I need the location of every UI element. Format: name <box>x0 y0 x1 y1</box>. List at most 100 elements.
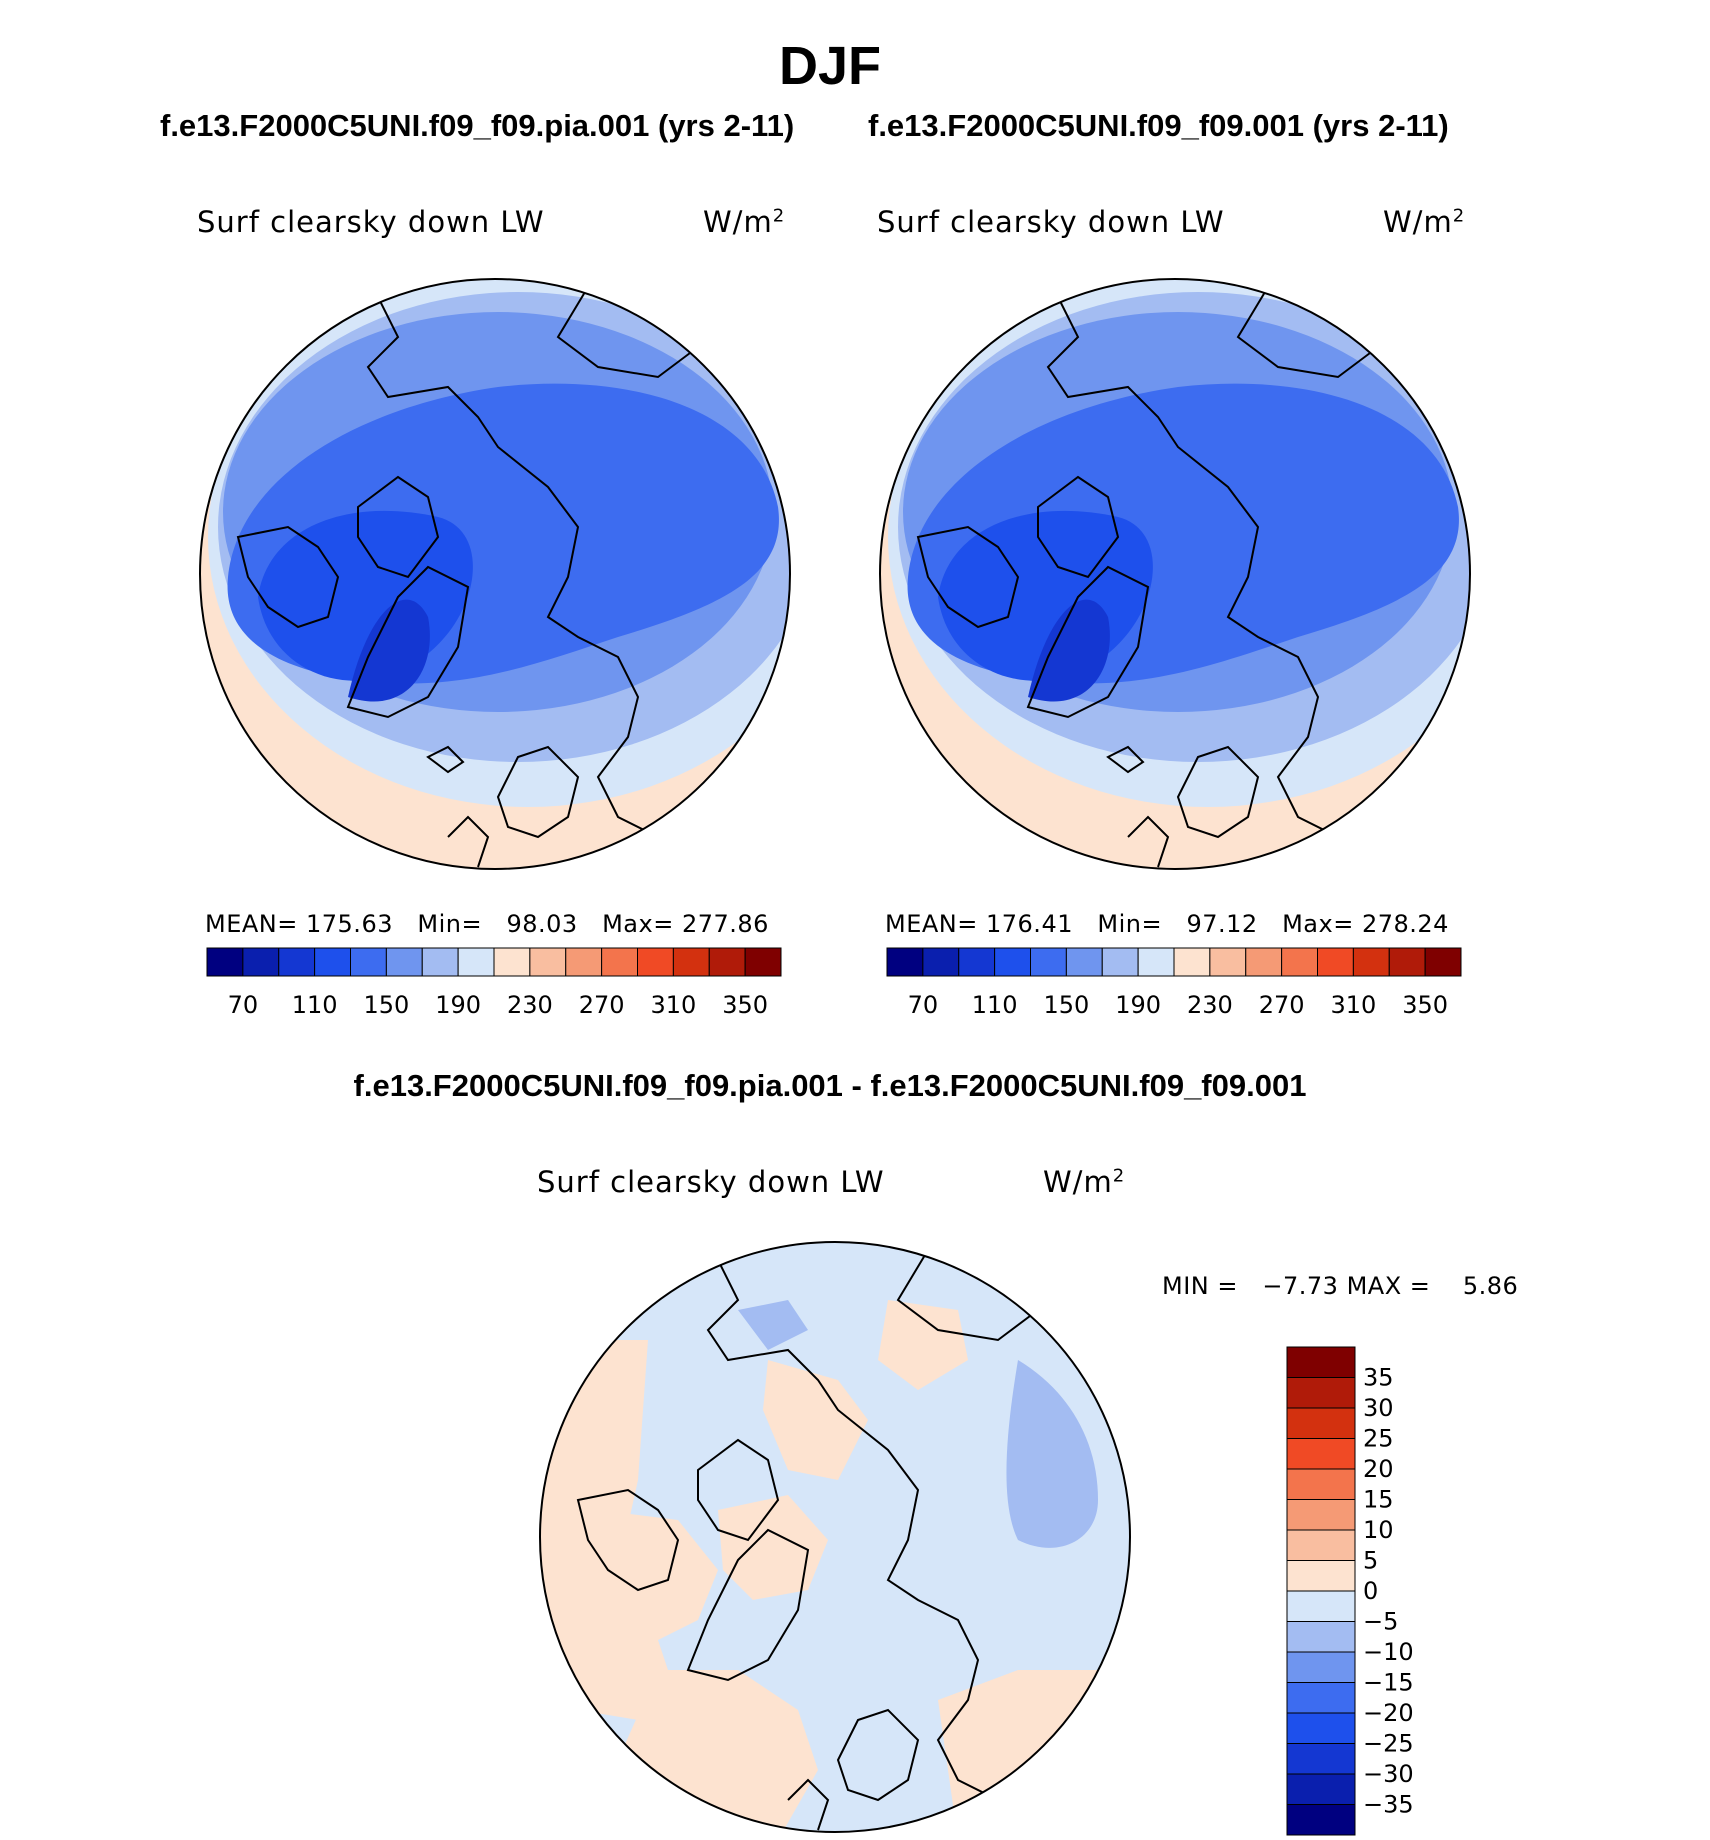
panel-2-colorbar-swatch <box>1209 947 1247 977</box>
panel-3-title: f.e13.F2000C5UNI.f09_f09.pia.001 - f.e13… <box>353 1068 1307 1103</box>
panel-3-stats: MIN = −7.73 MAX = 5.86 <box>1162 1272 1519 1300</box>
panel-1-colorbar-swatch <box>385 947 423 977</box>
panel-2-stats: MEAN= 176.41 Min= 97.12 Max= 278.24 <box>885 910 1449 938</box>
panel-3-colorbar-swatch <box>1286 1346 1356 1378</box>
panel-2-colorbar-swatch <box>1065 947 1103 977</box>
panel-3-colorbar-tick-label: −30 <box>1363 1760 1414 1788</box>
panel-1-colorbar-tick-label: 150 <box>363 991 409 1019</box>
panel-2-colorbar-swatch <box>1245 947 1283 977</box>
panel-1-colorbar-tick-label: 270 <box>579 991 625 1019</box>
panel-1-colorbar-tick-label: 310 <box>650 991 696 1019</box>
panel-3-coastlines <box>576 1249 1039 1831</box>
panel-3-colorbar-tick-label: −20 <box>1363 1699 1414 1727</box>
panel-1-colorbar-swatch <box>421 947 459 977</box>
panel-3-colorbar-tick-label: 5 <box>1363 1547 1378 1575</box>
panel-1-colorbar-tick-label: 350 <box>722 991 768 1019</box>
panel-1-colorbar-swatch <box>601 947 638 977</box>
panel-1-colorbar-swatch <box>206 947 244 977</box>
panel-3-colorbar-swatch <box>1286 1468 1356 1500</box>
page-title: DJF <box>778 36 881 96</box>
panel-2-colorbar-tick-label: 270 <box>1259 991 1305 1019</box>
panel-2-colorbar-swatch <box>1137 947 1175 977</box>
panel-3-colorbar-swatch <box>1286 1651 1356 1683</box>
panel-1-colorbar-swatch <box>529 947 567 977</box>
panel-2-colorbar-tick-label: 310 <box>1330 991 1376 1019</box>
panel-3-variable-label: Surf clearsky down LW <box>537 1165 885 1199</box>
panel-3-colorbar-swatch <box>1286 1590 1356 1622</box>
panel-3-colorbar-tick-label: 20 <box>1363 1455 1394 1483</box>
panel-1-colorbar-swatch <box>637 947 674 977</box>
panel-3-map-border <box>539 1241 1131 1833</box>
panel-3-colorbar-swatch <box>1286 1560 1356 1592</box>
panel-2-colorbar-swatch <box>1173 947 1211 977</box>
panel-2-variable-label: Surf clearsky down LW <box>877 205 1225 239</box>
panel-3-colorbar-swatch <box>1286 1712 1356 1744</box>
panel-2-colorbar-tick-label: 110 <box>972 991 1018 1019</box>
panel-1-colorbar-tick-label: 190 <box>435 991 481 1019</box>
panel-2-colorbar-swatch <box>994 947 1031 977</box>
panel-1-colorbar-tick-label: 230 <box>507 991 553 1019</box>
panel-2-colorbar-swatch <box>922 947 960 977</box>
panel-3-colorbar-swatch <box>1286 1377 1356 1409</box>
panel-3-colorbar-tick-label: 30 <box>1363 1394 1394 1422</box>
panel-1-map <box>199 278 791 870</box>
panel-3-colorbar-swatch <box>1286 1529 1356 1561</box>
panel-1-colorbar-swatch <box>350 947 387 977</box>
panel-1-colorbar-swatch <box>493 947 531 977</box>
panel-1-units: W/m2 <box>703 205 786 239</box>
panel-2-colorbar-swatch <box>1352 947 1390 977</box>
panel-3-colorbar-swatch <box>1286 1499 1356 1531</box>
panel-3-colorbar-tick-label: −5 <box>1363 1608 1398 1636</box>
panel-2-colorbar-tick-label: 350 <box>1402 991 1448 1019</box>
panel-3-colorbar-swatch <box>1286 1621 1356 1653</box>
panel-3-colorbar-tick-label: −15 <box>1363 1669 1414 1697</box>
panel-2-colorbar-tick-label: 150 <box>1043 991 1089 1019</box>
panel-2-colorbar-tick-label: 70 <box>908 991 939 1019</box>
panel-3-colorbar-tick-label: −10 <box>1363 1638 1414 1666</box>
panel-3-colorbar-tick-label: 25 <box>1363 1425 1394 1453</box>
panel-2-colorbar-swatch <box>1101 947 1139 977</box>
panel-1-colorbar-tick-label: 110 <box>292 991 338 1019</box>
panel-3-colorbar-tick-label: 10 <box>1363 1516 1394 1544</box>
panel-1-colorbar-swatch <box>565 947 603 977</box>
panel-2-colorbar-swatch <box>1424 947 1462 977</box>
panel-2-field <box>880 279 1470 869</box>
panel-2-colorbar-tick-label: 190 <box>1115 991 1161 1019</box>
panel-1-colorbar-swatch <box>744 947 782 977</box>
panel-3-colorbar-tick-label: −25 <box>1363 1730 1414 1758</box>
panel-2-colorbar-tick-label: 230 <box>1187 991 1233 1019</box>
panel-2-colorbar-swatch <box>1317 947 1354 977</box>
panel-1-colorbar: 70 110 150 190 230 270 310 350 <box>206 947 782 1019</box>
panel-3-units: W/m2 <box>1043 1165 1126 1199</box>
panel-2-map <box>879 278 1471 870</box>
panel-3-field <box>540 1242 1130 1832</box>
panel-3-colorbar-swatch <box>1286 1773 1356 1805</box>
panel-1-map-border <box>199 278 791 870</box>
panel-2-colorbar-swatch <box>1030 947 1067 977</box>
panel-1-colorbar-swatch <box>457 947 495 977</box>
panel-1-colorbar-tick-label: 70 <box>228 991 259 1019</box>
panel-2-colorbar-swatch <box>1281 947 1318 977</box>
panel-3-colorbar-tick-label: −35 <box>1363 1791 1414 1819</box>
panel-3-colorbar-swatch <box>1286 1682 1356 1714</box>
panel-2-title: f.e13.F2000C5UNI.f09_f09.001 (yrs 2-11) <box>868 108 1449 143</box>
panel-1-coastlines <box>236 286 699 868</box>
panel-1-colorbar-swatch <box>242 947 280 977</box>
panel-1-colorbar-swatch <box>314 947 351 977</box>
panel-2-coastlines <box>916 286 1379 868</box>
panel-2-map-border <box>879 278 1471 870</box>
panel-3-colorbar-swatch <box>1286 1804 1356 1836</box>
panel-2-units: W/m2 <box>1383 205 1466 239</box>
panel-1-colorbar-swatch <box>672 947 710 977</box>
panel-1-colorbar-swatch <box>708 947 746 977</box>
panel-1-title: f.e13.F2000C5UNI.f09_f09.pia.001 (yrs 2-… <box>160 108 795 143</box>
panel-2-colorbar: 70 110 150 190 230 270 310 350 <box>886 947 1462 1019</box>
panel-3-colorbar-swatch <box>1286 1743 1356 1775</box>
panel-1-field <box>200 279 790 869</box>
panel-3-colorbar-tick-label: 15 <box>1363 1486 1394 1514</box>
panel-1-stats: MEAN= 175.63 Min= 98.03 Max= 277.86 <box>205 910 769 938</box>
panel-3-colorbar-tick-label: 35 <box>1363 1364 1394 1392</box>
panel-1-variable-label: Surf clearsky down LW <box>197 205 545 239</box>
panel-2-colorbar-swatch <box>958 947 996 977</box>
